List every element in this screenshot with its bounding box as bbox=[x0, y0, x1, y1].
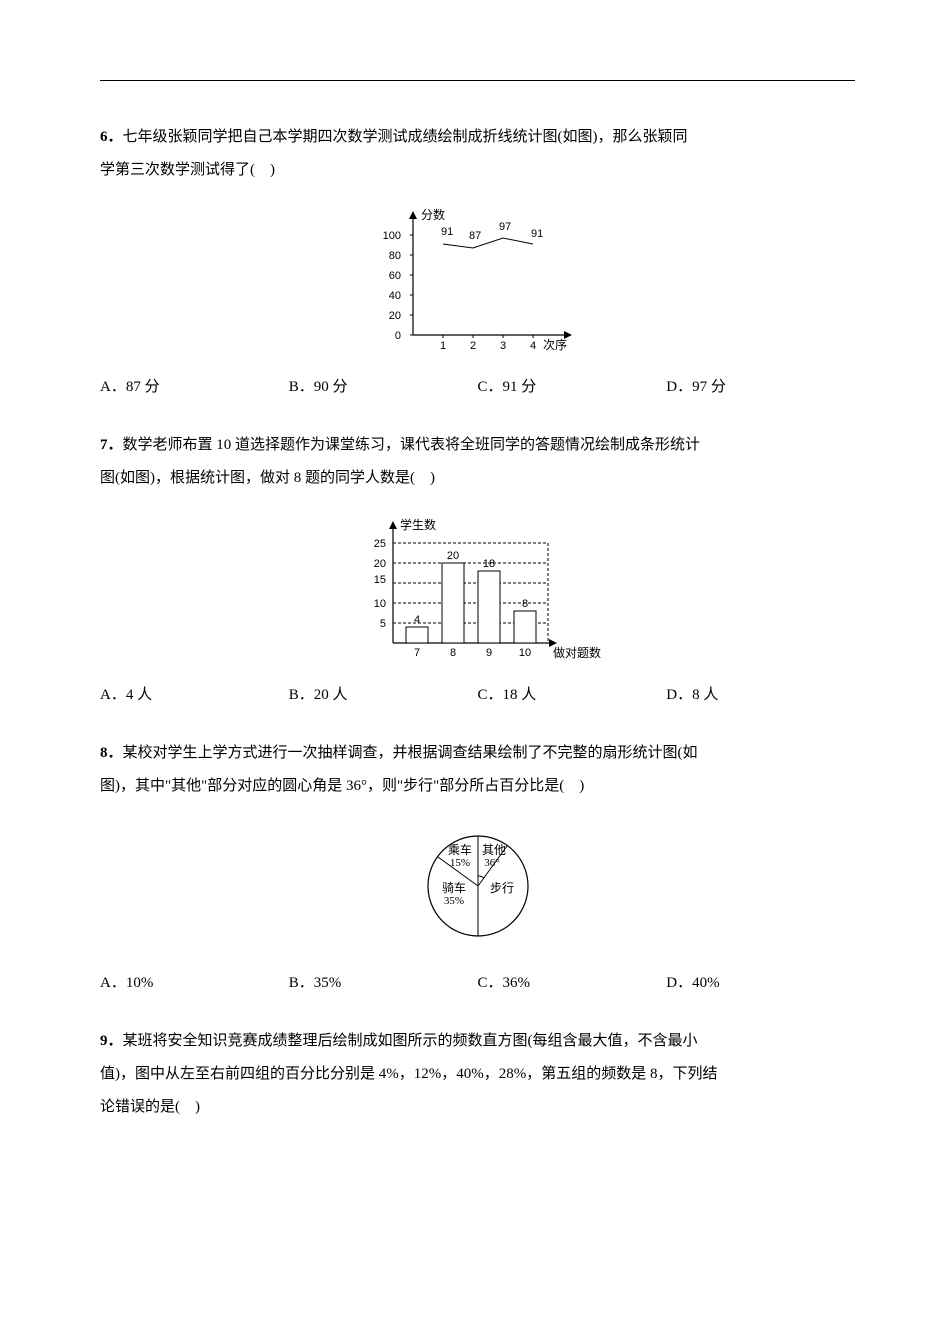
svg-text:10: 10 bbox=[518, 647, 530, 659]
q6-options: A．87 分 B．90 分 C．91 分 D．97 分 bbox=[100, 374, 855, 401]
svg-text:25: 25 bbox=[373, 538, 385, 550]
q6-polyline bbox=[443, 238, 533, 248]
svg-text:36°: 36° bbox=[484, 857, 499, 869]
q7-bar-1 bbox=[406, 627, 428, 643]
svg-text:其他: 其他 bbox=[481, 843, 505, 857]
svg-text:40: 40 bbox=[388, 290, 400, 302]
svg-text:1: 1 bbox=[439, 340, 445, 352]
q6-number: 6． bbox=[100, 129, 123, 145]
question-6: 6．七年级张颖同学把自己本学期四次数学测试成绩绘制成折线统计图(如图)，那么张颖… bbox=[100, 121, 855, 401]
q7-option-b[interactable]: B．20 人 bbox=[289, 682, 478, 709]
q8-line1: 某校对学生上学方式进行一次抽样调查，并根据调查结果绘制了不完整的扇形统计图(如 bbox=[123, 745, 698, 761]
svg-text:18: 18 bbox=[482, 558, 494, 570]
top-rule bbox=[100, 80, 855, 81]
q8-chart-wrap: 乘车 15% 其他 36° 步行 骑车 35% bbox=[100, 821, 855, 956]
svg-text:20: 20 bbox=[446, 550, 458, 562]
svg-text:80: 80 bbox=[388, 250, 400, 262]
svg-text:8: 8 bbox=[521, 598, 527, 610]
q7-options: A．4 人 B．20 人 C．18 人 D．8 人 bbox=[100, 682, 855, 709]
q6-line1: 七年级张颖同学把自己本学期四次数学测试成绩绘制成折线统计图(如图)，那么张颖同 bbox=[123, 129, 688, 145]
page-container: 6．七年级张颖同学把自己本学期四次数学测试成绩绘制成折线统计图(如图)，那么张颖… bbox=[0, 0, 945, 1212]
q7-line2: 图(如图)，根据统计图，做对 8 题的同学人数是( ) bbox=[100, 470, 435, 486]
q7-option-d[interactable]: D．8 人 bbox=[666, 682, 855, 709]
q6-ylabel: 分数 bbox=[421, 207, 445, 222]
q6-chart-wrap: 分数 次序 0 20 40 60 80 100 1 2 3 4 bbox=[100, 205, 855, 360]
svg-text:2: 2 bbox=[469, 340, 475, 352]
q8-option-a[interactable]: A．10% bbox=[100, 970, 289, 997]
q6-option-c[interactable]: C．91 分 bbox=[478, 374, 667, 401]
q6-yticks: 0 20 40 60 80 100 bbox=[382, 230, 412, 342]
q8-number: 8． bbox=[100, 745, 123, 761]
q6-line-chart: 分数 次序 0 20 40 60 80 100 1 2 3 4 bbox=[373, 205, 583, 355]
q6-xlabel: 次序 bbox=[543, 337, 567, 352]
q9-text: 9．某班将安全知识竞赛成绩整理后绘制成如图所示的频数直方图(每组含最大值，不含最… bbox=[100, 1025, 855, 1124]
q7-option-a[interactable]: A．4 人 bbox=[100, 682, 289, 709]
svg-text:15%: 15% bbox=[449, 857, 469, 869]
q7-number: 7． bbox=[100, 437, 123, 453]
q7-bar-2 bbox=[442, 563, 464, 643]
q6-option-a[interactable]: A．87 分 bbox=[100, 374, 289, 401]
q9-line1: 某班将安全知识竞赛成绩整理后绘制成如图所示的频数直方图(每组含最大值，不含最小 bbox=[123, 1033, 698, 1049]
q7-option-c[interactable]: C．18 人 bbox=[478, 682, 667, 709]
q9-line3: 论错误的是( ) bbox=[100, 1099, 200, 1115]
q6-xticks: 1 2 3 4 bbox=[439, 335, 535, 352]
q7-line1: 数学老师布置 10 道选择题作为课堂练习，课代表将全班同学的答题情况绘制成条形统… bbox=[123, 437, 701, 453]
svg-text:4: 4 bbox=[413, 614, 419, 626]
svg-text:3: 3 bbox=[499, 340, 505, 352]
svg-text:4: 4 bbox=[529, 340, 535, 352]
svg-text:8: 8 bbox=[449, 647, 455, 659]
svg-text:87: 87 bbox=[469, 230, 481, 242]
svg-text:20: 20 bbox=[373, 558, 385, 570]
q7-bar-4 bbox=[514, 611, 536, 643]
q6-line2: 学第三次数学测试得了( ) bbox=[100, 162, 275, 178]
question-9: 9．某班将安全知识竞赛成绩整理后绘制成如图所示的频数直方图(每组含最大值，不含最… bbox=[100, 1025, 855, 1124]
svg-text:5: 5 bbox=[379, 618, 385, 630]
svg-text:100: 100 bbox=[382, 230, 400, 242]
q8-pie-chart: 乘车 15% 其他 36° 步行 骑车 35% bbox=[403, 821, 553, 951]
q8-text: 8．某校对学生上学方式进行一次抽样调查，并根据调查结果绘制了不完整的扇形统计图(… bbox=[100, 737, 855, 803]
q8-line2: 图)，其中"其他"部分对应的圆心角是 36°，则"步行"部分所占百分比是( ) bbox=[100, 778, 584, 794]
q8-option-d[interactable]: D．40% bbox=[666, 970, 855, 997]
svg-text:10: 10 bbox=[373, 598, 385, 610]
q6-option-b[interactable]: B．90 分 bbox=[289, 374, 478, 401]
q7-bar-chart: 学生数 做对题数 5 10 15 20 25 4 20 18 bbox=[348, 513, 608, 663]
svg-text:91: 91 bbox=[531, 228, 543, 240]
svg-text:60: 60 bbox=[388, 270, 400, 282]
svg-text:15: 15 bbox=[373, 574, 385, 586]
question-8: 8．某校对学生上学方式进行一次抽样调查，并根据调查结果绘制了不完整的扇形统计图(… bbox=[100, 737, 855, 997]
q9-line2: 值)，图中从左至右前四组的百分比分别是 4%，12%，40%，28%，第五组的频… bbox=[100, 1066, 717, 1082]
q7-chart-wrap: 学生数 做对题数 5 10 15 20 25 4 20 18 bbox=[100, 513, 855, 668]
question-7: 7．数学老师布置 10 道选择题作为课堂练习，课代表将全班同学的答题情况绘制成条… bbox=[100, 429, 855, 709]
q7-text: 7．数学老师布置 10 道选择题作为课堂练习，课代表将全班同学的答题情况绘制成条… bbox=[100, 429, 855, 495]
q6-text: 6．七年级张颖同学把自己本学期四次数学测试成绩绘制成折线统计图(如图)，那么张颖… bbox=[100, 121, 855, 187]
q7-xlabel: 做对题数 bbox=[553, 645, 601, 660]
q8-option-c[interactable]: C．36% bbox=[478, 970, 667, 997]
svg-text:9: 9 bbox=[485, 647, 491, 659]
q6-option-d[interactable]: D．97 分 bbox=[666, 374, 855, 401]
svg-text:步行: 步行 bbox=[489, 881, 513, 895]
q9-number: 9． bbox=[100, 1033, 123, 1049]
svg-text:0: 0 bbox=[394, 330, 400, 342]
q7-ylabel: 学生数 bbox=[400, 517, 436, 532]
svg-text:35%: 35% bbox=[443, 895, 463, 907]
q8-option-b[interactable]: B．35% bbox=[289, 970, 478, 997]
svg-text:骑车: 骑车 bbox=[441, 880, 465, 895]
q8-options: A．10% B．35% C．36% D．40% bbox=[100, 970, 855, 997]
svg-text:91: 91 bbox=[441, 226, 453, 238]
svg-text:乘车: 乘车 bbox=[447, 842, 471, 857]
svg-text:20: 20 bbox=[388, 310, 400, 322]
q7-bar-3 bbox=[478, 571, 500, 643]
svg-text:97: 97 bbox=[499, 221, 511, 233]
svg-text:7: 7 bbox=[413, 647, 419, 659]
